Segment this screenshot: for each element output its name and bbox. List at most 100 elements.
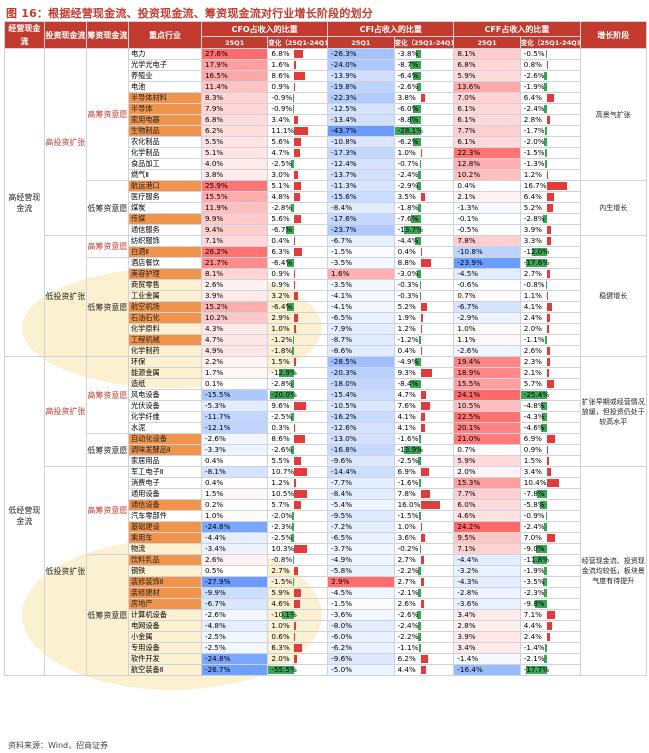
cff-value: 6.1%: [453, 114, 521, 126]
cfo-value: 4.7%: [200, 334, 269, 346]
cfo-change-value: -0.8%: [271, 555, 293, 565]
cff-change: -2.8%: [519, 213, 581, 225]
cfo-value: -3.3%: [200, 444, 269, 456]
cfi-change: -6.2%: [393, 136, 455, 148]
cfo-change-bar: [294, 138, 302, 146]
cfi-value: -13.0%: [327, 433, 395, 445]
industry-name: 钢铁: [127, 565, 202, 577]
cff-change-value: -4.3%: [523, 412, 545, 422]
cfo-value: 0.4%: [200, 477, 269, 489]
cff-change-value: -2.8%: [523, 214, 545, 224]
cff-change: 3.9%: [519, 224, 581, 236]
cff-change-value: 7.1%: [523, 610, 543, 620]
cff-change: 2.4%: [519, 631, 581, 643]
cfo-change: 4.8%: [267, 191, 329, 203]
cfo-change-value: -2.6%: [271, 445, 293, 455]
cfo-value: 4.0%: [200, 158, 269, 170]
cfi-change-bar: [413, 105, 421, 113]
cfo-value: 27.6%: [200, 48, 269, 60]
cff-change-bar: [534, 600, 547, 608]
cfi-change-bar: [417, 457, 421, 465]
cff-change-bar: [543, 215, 547, 223]
cfo-change: -2.6%: [267, 444, 329, 456]
cfo-value: 7.1%: [200, 235, 269, 247]
cfi-change-bar: [413, 138, 421, 146]
cfo-change: 0.9%: [267, 81, 329, 93]
cfi-change: 7.6%: [393, 400, 455, 412]
cfi-value: -13.7%: [327, 169, 395, 181]
cfo-change-value: 8.6%: [271, 434, 290, 444]
cff-change-bar: [539, 501, 547, 509]
table-row: 装修装饰Ⅱ -27.9% -1.5% 2.9% 2.7% -4.3% -3.5%: [5, 576, 647, 588]
header-ocf: 经营现金流: [4, 21, 45, 49]
cfo-change: 2.0%: [267, 653, 329, 665]
cfo-change-bar: [294, 567, 298, 575]
cfo-change-bar: [291, 204, 295, 212]
cfi-change-value: -0.2%: [397, 544, 419, 554]
cfi-change: -13.9%: [393, 444, 455, 456]
cfi-change-bar: [420, 413, 426, 421]
cfo-change: 4.6%: [267, 598, 329, 610]
cfo-value: 3.8%: [200, 169, 269, 181]
cfo-value: 26.2%: [200, 246, 269, 258]
cfo-change: -0.8%: [267, 554, 329, 566]
cfo-value: 16.5%: [200, 70, 269, 82]
cfi-value: -15.4%: [327, 389, 395, 401]
cfi-change: -1.8%: [393, 202, 455, 214]
cff-change: -4.6%: [519, 422, 581, 434]
fin-group: 低筹资意愿: [85, 257, 129, 357]
cff-value: -23.9%: [453, 257, 521, 269]
cfo-change: 5.7%: [267, 499, 329, 511]
cfo-change: 1.0%: [267, 323, 329, 335]
cfi-change-value: 7.8%: [397, 489, 416, 499]
cfo-change: -1.2%: [267, 334, 329, 346]
cfo-change-value: 6.3%: [271, 643, 290, 653]
cfo-change-value: 0.6%: [271, 632, 290, 642]
cfo-change: 5.6%: [267, 213, 329, 225]
cfi-change: 3.5%: [393, 191, 455, 203]
cfo-change: 0.6%: [267, 631, 329, 643]
cff-change-value: 3.9%: [523, 225, 543, 235]
cfi-change: 0.4%: [393, 345, 455, 357]
cfi-change-value: -1.6%: [397, 478, 419, 488]
cfi-change-bar: [404, 226, 421, 234]
cff-value: -1.4%: [453, 653, 521, 665]
cff-change-bar: [546, 622, 553, 630]
cff-value: 6.1%: [453, 103, 521, 115]
cfi-value: -12.4%: [327, 158, 395, 170]
cfi-value: -8.7%: [327, 334, 395, 346]
cfi-change: 0.4%: [393, 246, 455, 258]
cfo-change-bar: [294, 402, 306, 410]
cfi-change-bar: [419, 336, 421, 344]
cfo-change-bar: [268, 666, 295, 674]
fin-group: 高筹资意愿: [85, 356, 129, 434]
cfo-change-value: -2.0%: [271, 511, 293, 521]
cfi-value: 2.9%: [327, 576, 395, 588]
cff-change-value: -12.0%: [523, 247, 550, 257]
table-row: 乘用车 -4.4% -2.5% -6.5% 3.6% 9.5% 7.0%: [5, 532, 647, 544]
cfo-change-value: 1.0%: [271, 621, 290, 631]
cfo-change-bar: [292, 336, 295, 344]
cff-value: 6.8%: [453, 59, 521, 71]
cff-value: -0.5%: [453, 224, 521, 236]
table-row: 低筹资意愿 酒店餐饮 21.7% -6.4% -3.5% 8.8% -23.9% -17.6%: [5, 257, 647, 357]
cfi-change-bar: [420, 94, 426, 102]
cff-value: 5.9%: [453, 70, 521, 82]
cff-change-bar: [541, 413, 547, 421]
header-cff-chg: 变化（25Q1-24Q1）: [519, 36, 581, 49]
cff-change: -2.4%: [519, 103, 581, 115]
cff-change-value: 0.8%: [523, 60, 543, 70]
cfi-change-bar: [420, 369, 432, 377]
cfo-change: -2.3%: [267, 521, 329, 533]
cfo-change-bar: [293, 105, 295, 113]
cfi-value: -6.0%: [327, 631, 395, 643]
cff-change-value: -1.7%: [523, 126, 545, 136]
cfi-value: -9.6%: [327, 653, 395, 665]
table-row: 电池 11.4% 0.9% -19.8% -2.6% 13.6% -1.9%: [5, 81, 647, 93]
cfo-change-value: 8.6%: [271, 71, 290, 81]
cfo-change: 10.5%: [267, 488, 329, 500]
cfo-change: -6.4%: [267, 301, 329, 313]
table-row: 光学光电子 17.9% 1.6% -24.0% -8.7% 6.8% 0.8%: [5, 59, 647, 71]
cfo-change-value: 5.6%: [271, 137, 290, 147]
cfo-change-value: 1.0%: [271, 324, 290, 334]
